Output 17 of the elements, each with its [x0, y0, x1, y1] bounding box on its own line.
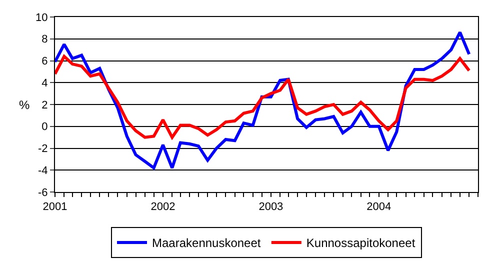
y-tick-label: 2 [42, 99, 48, 112]
y-tick-label: -2 [38, 143, 48, 156]
x-tick-label: 2001 [42, 201, 68, 214]
x-tick-label: 2004 [366, 201, 392, 214]
y-tick-label: 6 [42, 56, 48, 68]
y-tick-label: -4 [38, 164, 48, 177]
y-tick-label: 10 [36, 12, 48, 24]
legend-label: Kunnossapitokoneet [306, 236, 416, 250]
y-tick-label: 0 [42, 121, 48, 134]
line-series [55, 54, 471, 139]
y-tick-label: 4 [42, 77, 48, 90]
x-tick-label: 2002 [150, 201, 176, 214]
y-tick-label: 8 [42, 34, 48, 46]
legend-label: Maarakennuskoneet [152, 236, 262, 250]
y-tick-label: -6 [38, 186, 48, 199]
x-tick-label: 2003 [258, 201, 284, 214]
y-axis-title: % [19, 98, 30, 112]
